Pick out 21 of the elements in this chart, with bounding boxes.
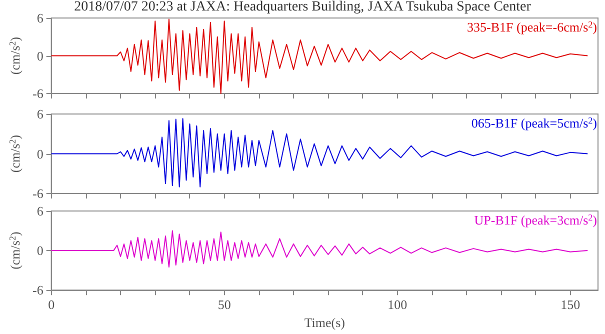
y-tick-label: -6 (32, 186, 44, 201)
y-tick-label: 0 (36, 48, 44, 64)
x-tick-label: 0 (48, 297, 55, 312)
y-axis-title: (cm/s2) (8, 232, 23, 270)
line-series (50, 18, 588, 94)
line-series (50, 230, 588, 268)
y-tick-label: -6 (32, 282, 44, 298)
y-axis-title: (cm/s2) (8, 134, 23, 173)
line-series (50, 118, 588, 188)
y-axis-title: (cm/s2) (8, 36, 23, 75)
chart-title: 2018/07/07 20:23 at JAXA: Headquarters Building, JAXA Tsukuba Space Center (74, 0, 532, 14)
y-tick-label: 6 (36, 106, 44, 122)
x-tick-label: 100 (388, 297, 408, 312)
x-axis-title: Time(s) (304, 315, 346, 330)
y-tick-label: 6 (36, 204, 44, 218)
x-tick-label: 50 (218, 297, 231, 312)
y-tick-label: 0 (36, 146, 44, 162)
y-tick-label: 6 (36, 10, 44, 26)
y-tick-label: 0 (36, 243, 44, 258)
y-tick-label: -6 (32, 86, 44, 101)
x-tick-label: 150 (560, 297, 580, 312)
